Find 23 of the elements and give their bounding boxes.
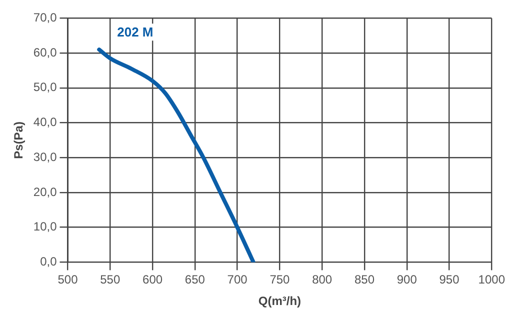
y-tick-label: 30,0 [33, 150, 58, 164]
y-tick-label: 0,0 [40, 254, 58, 269]
x-tick-label: 800 [312, 272, 332, 287]
series-label: 202 M [117, 24, 154, 40]
x-tick-label: 600 [142, 272, 163, 287]
line-series [97, 48, 256, 262]
x-tick-label: 850 [354, 272, 375, 287]
x-tick-label: 750 [270, 272, 290, 287]
y-tick-label: 70,0 [33, 10, 58, 25]
x-axis-title: Q(m³/h) [258, 294, 302, 308]
x-tick-label: 550 [100, 272, 120, 287]
y-tick-label: 20,0 [33, 184, 58, 199]
x-tick-label: 950 [439, 272, 460, 287]
x-tick-label: 900 [396, 272, 418, 287]
x-tick-label: 1000 [478, 272, 506, 287]
x-tick-label: 700 [227, 272, 248, 287]
y-tick-label: 60,0 [33, 45, 58, 60]
y-tick-label: 10,0 [33, 220, 58, 234]
y-axis-title: Ps(Pa) [12, 122, 26, 159]
x-tick-label: 650 [184, 272, 206, 287]
y-tick-label: 40,0 [33, 115, 58, 130]
x-tick-label: 500 [58, 272, 78, 287]
y-tick-label: 50,0 [33, 80, 58, 94]
